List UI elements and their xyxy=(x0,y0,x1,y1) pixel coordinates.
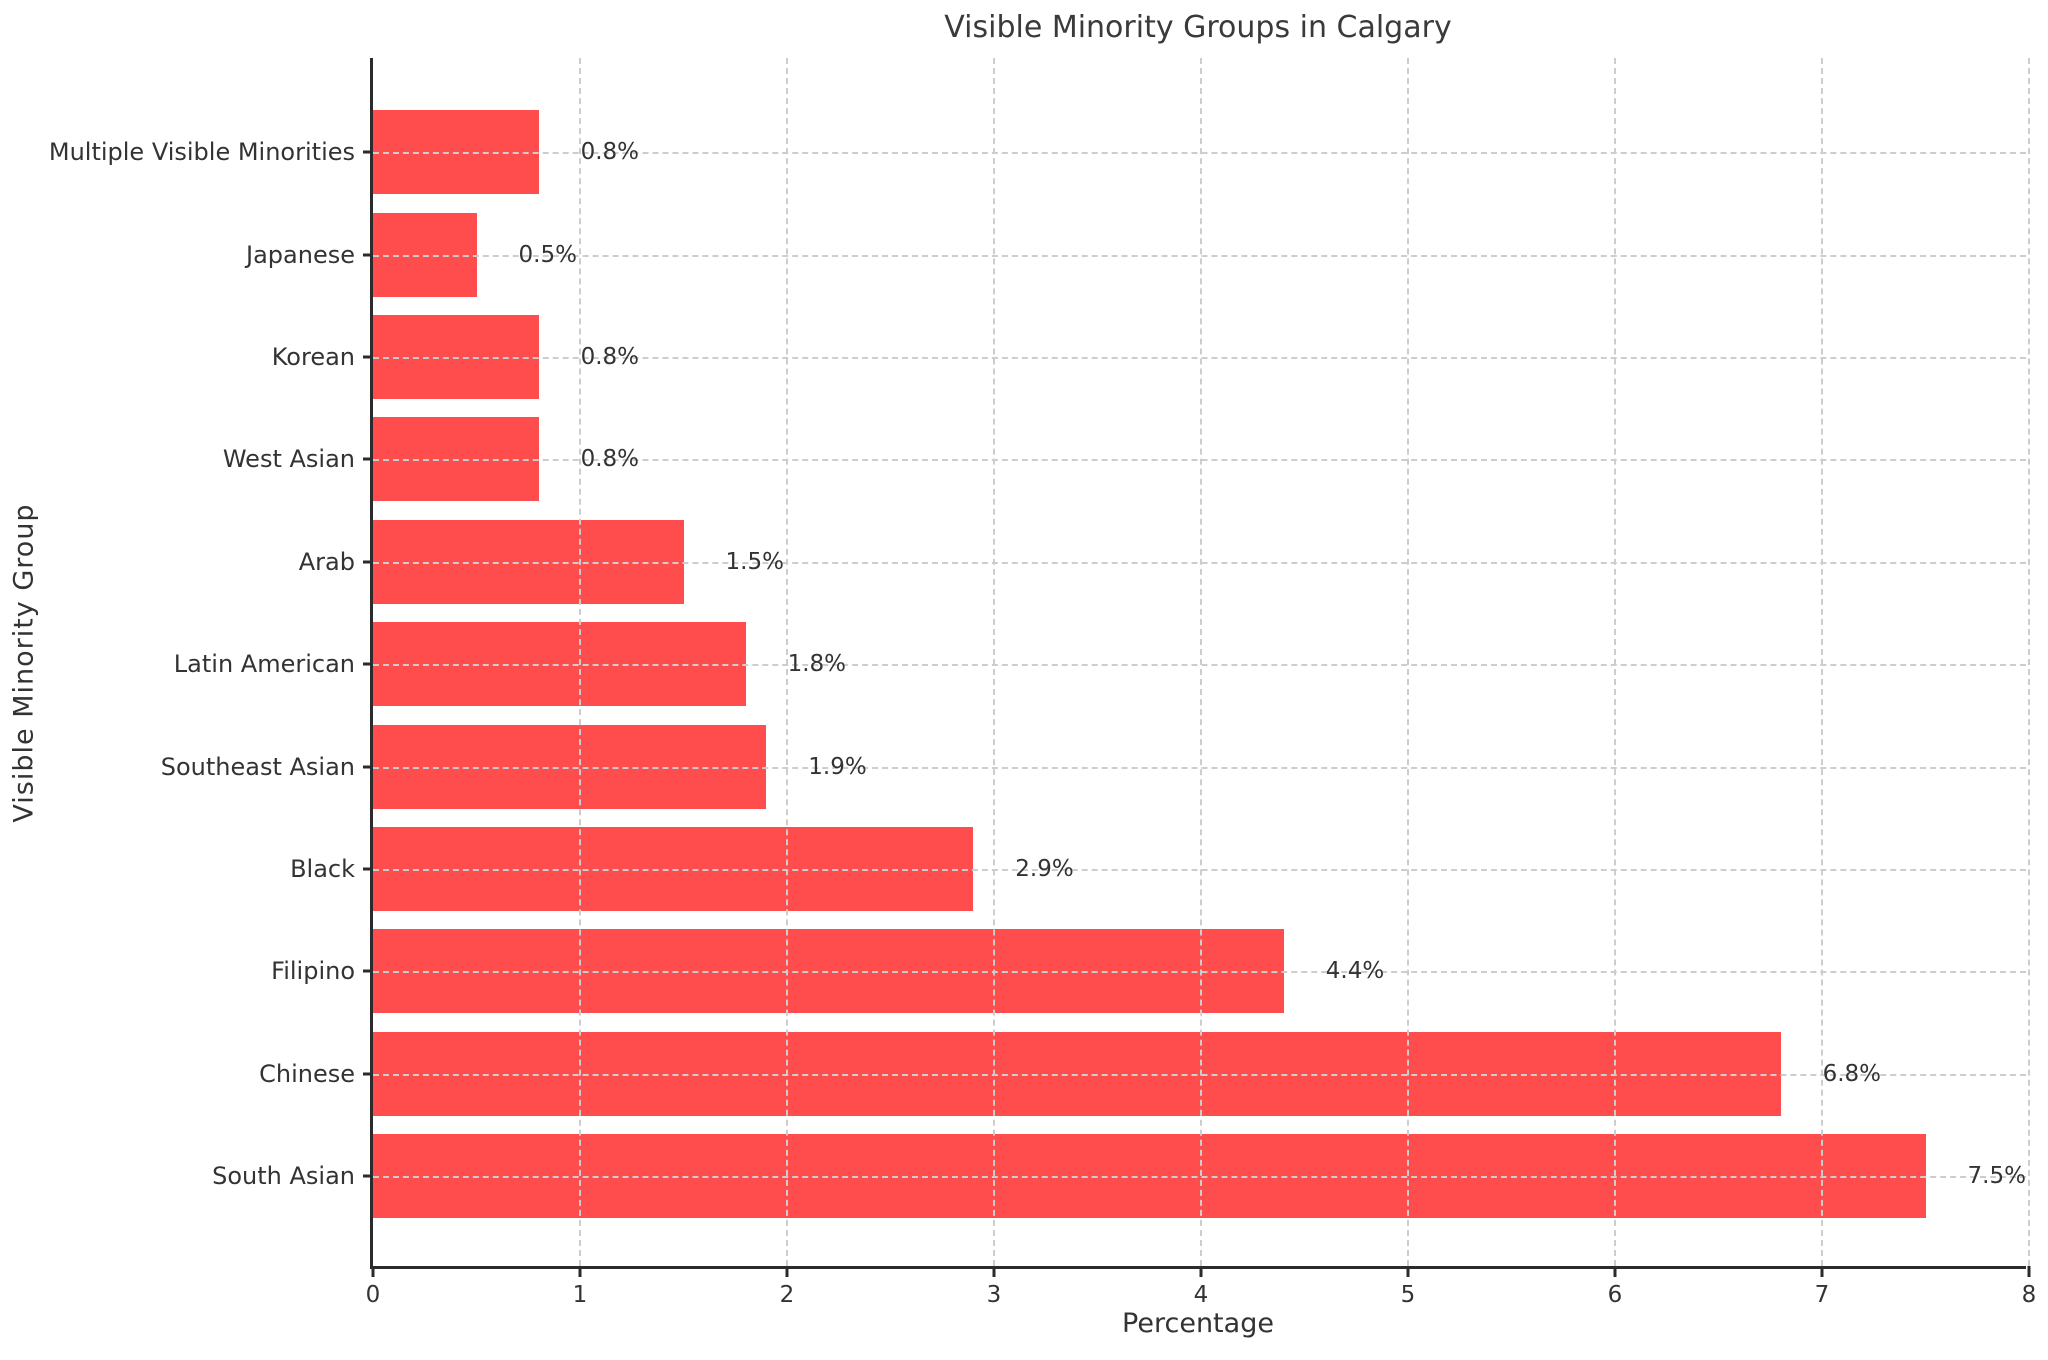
bar-row: 1.5% Arab xyxy=(299,511,2026,613)
bar-rows-container: 0.8% Multiple Visible Minorities 0.5% Japan… xyxy=(49,101,2026,1227)
category-label: Southeast Asian xyxy=(160,752,355,781)
y-tick-mark xyxy=(363,969,373,973)
horizontal-gridline xyxy=(373,561,2026,564)
category-label: Korean xyxy=(271,342,355,371)
vertical-gridline-x2 xyxy=(786,58,788,1266)
x-tick-mark-7 xyxy=(1820,1266,1824,1277)
value-label: 0.8% xyxy=(580,139,640,166)
value-label: 6.8% xyxy=(1822,1060,1882,1087)
horizontal-gridline xyxy=(373,664,2026,667)
y-tick-mark xyxy=(363,150,373,154)
horizontal-gridline xyxy=(373,1073,2026,1076)
vertical-gridline-x1 xyxy=(579,58,581,1266)
category-label: South Asian xyxy=(212,1162,355,1191)
y-tick-mark xyxy=(363,355,373,359)
vertical-gridline-x6 xyxy=(1614,58,1616,1266)
bar-row: 7.5% South Asian xyxy=(212,1125,2026,1227)
y-tick-mark xyxy=(363,560,373,564)
value-label: 0.5% xyxy=(518,241,577,268)
x-tick-mark-5 xyxy=(1406,1266,1410,1277)
value-label: 0.8% xyxy=(580,343,640,370)
horizontal-gridline xyxy=(373,766,2026,769)
x-tick-label-4: 4 xyxy=(1193,1282,1209,1308)
horizontal-gridline xyxy=(373,254,2026,257)
category-label: Filipino xyxy=(271,957,355,986)
vertical-gridline-x8 xyxy=(2028,58,2030,1266)
horizontal-gridline xyxy=(373,356,2026,359)
value-label: 1.9% xyxy=(808,753,867,780)
y-tick-mark xyxy=(363,457,373,461)
horizontal-gridline xyxy=(373,459,2026,462)
y-tick-mark xyxy=(363,1174,373,1178)
x-tick-label-5: 5 xyxy=(1400,1282,1416,1308)
vertical-gridline-x7 xyxy=(1821,58,1823,1266)
horizontal-gridline xyxy=(373,971,2026,974)
x-tick-mark-0 xyxy=(371,1266,375,1277)
x-tick-mark-3 xyxy=(992,1266,996,1277)
x-tick-label-1: 1 xyxy=(572,1282,588,1308)
horizontal-gridline xyxy=(373,1176,2026,1179)
bar-row: 1.9% Southeast Asian xyxy=(161,715,2026,817)
x-tick-label-3: 3 xyxy=(986,1282,1002,1308)
value-label: 1.5% xyxy=(725,548,784,575)
y-axis-label: Visible Minority Group xyxy=(8,503,40,823)
value-label: 1.8% xyxy=(787,651,847,678)
y-tick-mark xyxy=(363,765,373,769)
value-label: 7.5% xyxy=(1967,1163,2026,1190)
bar-row: 0.8% Multiple Visible Minorities xyxy=(49,101,2026,203)
x-tick-label-8: 8 xyxy=(2021,1282,2037,1308)
bar-row: 0.8% West Asian xyxy=(223,408,2026,510)
bar-row: 1.8% Latin American xyxy=(174,613,2026,715)
y-tick-mark xyxy=(363,867,373,871)
category-label: Latin American xyxy=(173,650,355,679)
vertical-gridline-x5 xyxy=(1407,58,1409,1266)
category-label: Black xyxy=(290,854,355,883)
x-tick-mark-1 xyxy=(578,1266,582,1277)
category-label: Chinese xyxy=(259,1059,355,1088)
category-label: West Asian xyxy=(222,445,355,474)
x-tick-mark-6 xyxy=(1613,1266,1617,1277)
y-tick-mark xyxy=(363,253,373,257)
plot-area: 0.8% Multiple Visible Minorities 0.5% Japan… xyxy=(49,58,2036,1308)
value-label: 0.8% xyxy=(580,446,640,473)
category-label: Arab xyxy=(298,547,355,576)
x-tick-label-0: 0 xyxy=(365,1282,381,1308)
chart-title: Visible Minority Groups in Calgary xyxy=(944,10,1452,45)
bar-row: 6.8% Chinese xyxy=(259,1023,2026,1125)
horizontal-gridline xyxy=(373,868,2026,871)
x-axis-label: Percentage xyxy=(1122,1308,1274,1339)
horizontal-gridline xyxy=(373,152,2026,155)
value-label: 4.4% xyxy=(1325,958,1385,985)
bar-row: 0.8% Korean xyxy=(272,306,2026,408)
y-tick-mark xyxy=(363,662,373,666)
x-tick-label-7: 7 xyxy=(1814,1282,1830,1308)
bar-row: 2.9% Black xyxy=(290,818,2026,920)
bar-row: 4.4% Filipino xyxy=(271,920,2026,1022)
x-tick-label-2: 2 xyxy=(779,1282,795,1308)
value-label: 2.9% xyxy=(1015,855,1074,882)
x-tick-mark-8 xyxy=(2027,1266,2031,1277)
category-label: Multiple Visible Minorities xyxy=(48,138,355,167)
bar-row: 0.5% Japanese xyxy=(246,203,2026,305)
x-tick-mark-4 xyxy=(1199,1266,1203,1277)
vertical-gridline-x3 xyxy=(993,58,995,1266)
vertical-gridline-x4 xyxy=(1200,58,1202,1266)
category-label: Japanese xyxy=(246,240,355,269)
x-tick-mark-2 xyxy=(785,1266,789,1277)
x-tick-label-6: 6 xyxy=(1607,1282,1623,1308)
y-tick-mark xyxy=(363,1072,373,1076)
